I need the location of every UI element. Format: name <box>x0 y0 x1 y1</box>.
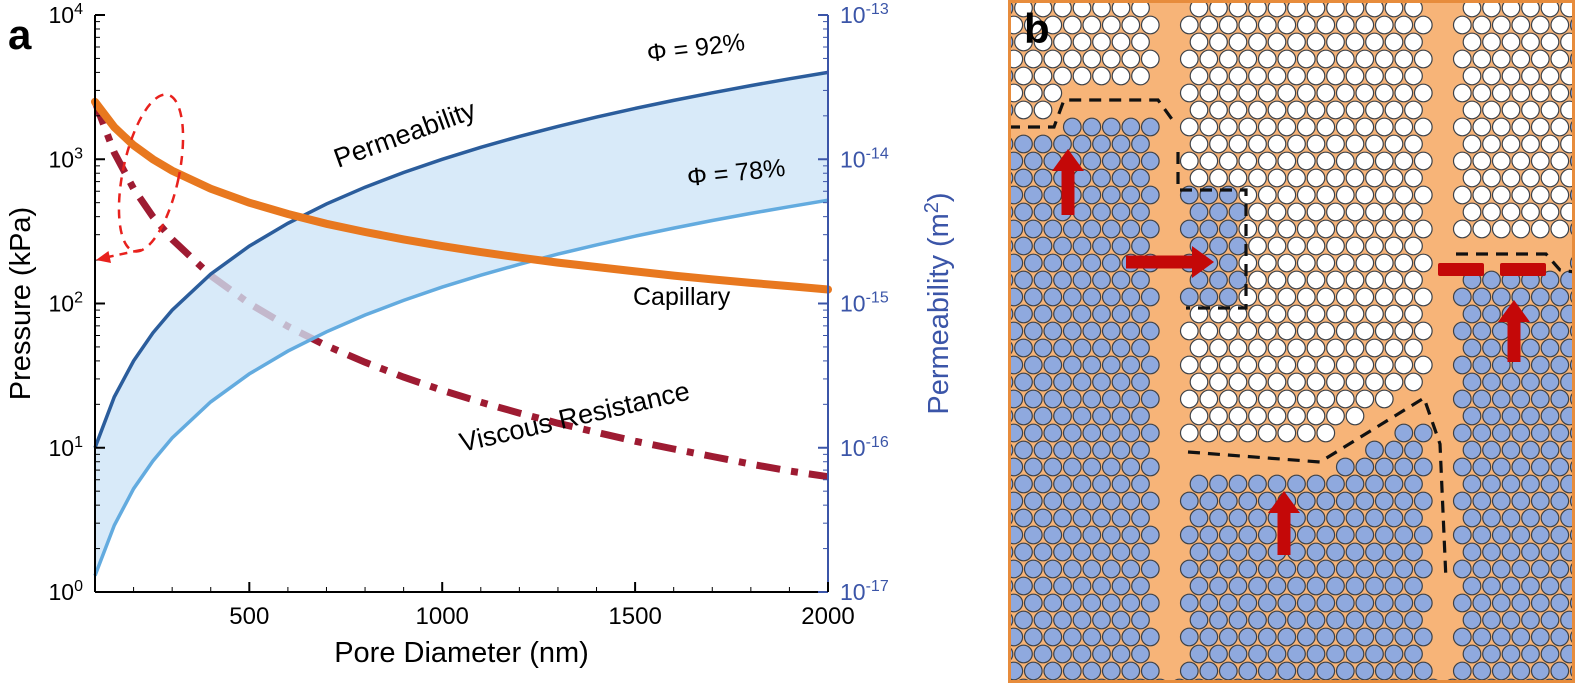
y-left-tick-label: 101 <box>49 434 84 461</box>
particle-circles <box>1008 0 1575 683</box>
x-tick-label: 1000 <box>416 603 469 630</box>
particle-packing-schematic <box>1008 0 1575 683</box>
panel-b: b <box>1008 0 1575 683</box>
y-right-tick-label: 10-13 <box>840 1 889 28</box>
flow-arrow-right <box>1126 246 1214 278</box>
x-tick-label: 1500 <box>608 603 661 630</box>
flow-dash-segment <box>1438 263 1484 276</box>
left-axis-indicator-line <box>107 248 142 259</box>
curve-capillary <box>91 97 832 294</box>
left-axis-indicator-arrowhead <box>96 251 111 263</box>
y-right-tick-label: 10-15 <box>840 290 889 317</box>
axes: 100 101 102 103 104 10-17 10-16 10-15 10-14 10-13… <box>49 1 889 630</box>
capillary-label: Capillary <box>633 283 731 311</box>
pressure-permeability-chart: 100 101 102 103 104 10-17 10-16 10-15 10-14 10-13… <box>5 1 955 669</box>
y-left-tick-label: 103 <box>49 145 84 172</box>
y-left-tick-label: 104 <box>49 1 84 28</box>
phi-92-label: Φ = 92% <box>645 28 746 68</box>
x-axis-title: Pore Diameter (nm) <box>334 637 589 669</box>
infiltration-front-line <box>1008 98 1176 129</box>
panel-a: 100 101 102 103 104 10-17 10-16 10-15 10-14 10-13… <box>5 1 955 669</box>
curve-permeability-78 <box>93 198 829 577</box>
x-tick-label: 2000 <box>801 603 854 630</box>
curve-permeability-92 <box>93 70 829 449</box>
panel-b-border <box>1008 0 1575 683</box>
y-left-axis-title: Pressure (kPa) <box>5 207 37 400</box>
y-right-axis-title: Permeability (m2) <box>921 192 955 414</box>
flow-arrow-up <box>1268 491 1300 555</box>
y-right-tick-label: 10-17 <box>840 578 889 605</box>
permeability-band <box>95 72 828 576</box>
flow-dash-segment <box>1500 263 1546 276</box>
y-right-tick-label: 10-14 <box>840 145 889 172</box>
left-axis-indicator-ellipse <box>117 93 185 253</box>
panel-a-label: a <box>8 11 32 58</box>
panel-b-label: b <box>1024 5 1050 52</box>
y-right-tick-label: 10-16 <box>840 434 889 461</box>
flow-arrow-up <box>1498 300 1530 362</box>
infiltration-front-line <box>1187 395 1448 581</box>
y-left-tick-label: 100 <box>49 578 84 605</box>
infiltration-front-line <box>1456 252 1575 274</box>
y-left-tick-label: 102 <box>49 290 84 317</box>
infiltration-front-line <box>1176 152 1248 310</box>
x-tick-label: 500 <box>229 603 269 630</box>
flow-arrow-up <box>1052 149 1084 215</box>
